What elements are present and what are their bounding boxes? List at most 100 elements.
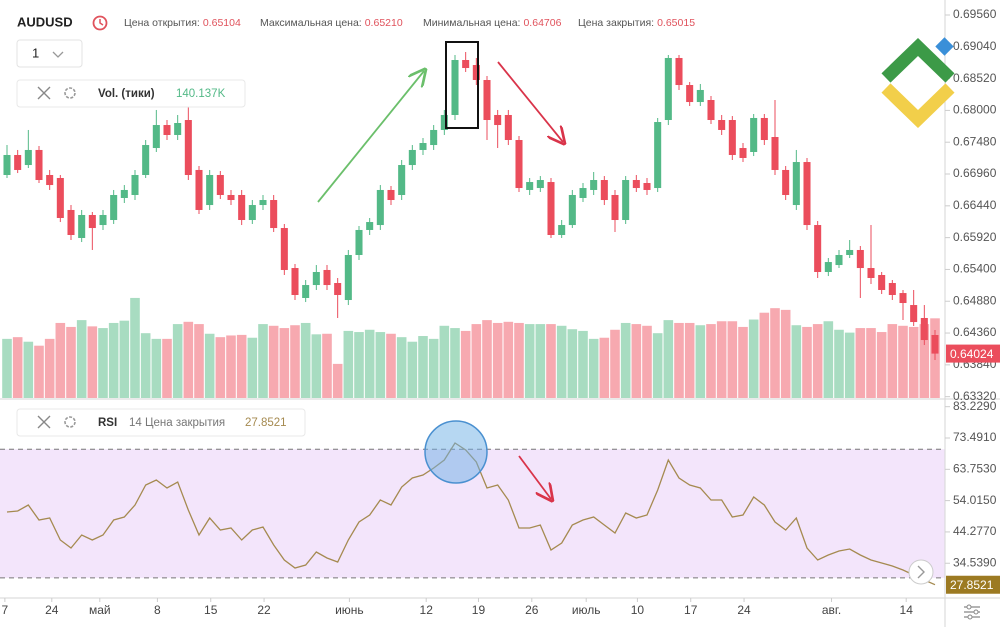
candle-body: [131, 174, 139, 195]
candle-body: [675, 57, 683, 86]
settings-icon[interactable]: [64, 87, 76, 99]
volume-bar: [396, 337, 407, 398]
candle-body: [312, 272, 320, 286]
candle-body: [611, 194, 619, 221]
close-icon[interactable]: [37, 86, 51, 100]
candle-body: [302, 285, 310, 298]
candle-body: [814, 225, 822, 273]
clock-icon: [92, 15, 108, 31]
volume-bar: [204, 333, 215, 398]
volume-bar: [524, 324, 535, 398]
volume-bar: [620, 322, 631, 398]
volume-bar: [194, 324, 204, 398]
candle-body: [920, 317, 928, 341]
volume-bar: [748, 319, 759, 398]
y-tick-label: 44.2770: [953, 524, 997, 538]
volume-bar: [663, 320, 674, 398]
volume-legend: Vol. (тики) 140.137K: [16, 79, 246, 108]
candle-body: [376, 189, 384, 226]
x-tick-label: июнь: [335, 603, 364, 617]
volume-bar: [802, 326, 812, 398]
y-tick-label: 54.0150: [953, 493, 997, 507]
volume-bar: [55, 322, 66, 398]
candle-body: [462, 60, 470, 69]
x-tick-label: 7: [2, 603, 9, 617]
y-tick-label: 0.68000: [953, 103, 997, 117]
volume-bar: [471, 324, 482, 398]
candle-body: [622, 180, 630, 221]
volume-bar: [66, 326, 76, 398]
rsi-legend: RSI 14 Цена закрытия 27.8521: [16, 408, 306, 437]
candle-body: [590, 180, 598, 190]
x-tick-label: май: [89, 603, 111, 617]
last-value-label: 27.8521: [950, 578, 994, 592]
candle-body: [366, 222, 374, 230]
candle-body: [99, 214, 107, 226]
legend-box: [16, 408, 306, 437]
volume-bar: [130, 297, 140, 398]
volume-bar: [386, 333, 396, 398]
volume-bar: [588, 338, 599, 398]
candle-body: [878, 274, 886, 290]
candle-body: [558, 225, 566, 235]
close-icon[interactable]: [37, 415, 51, 429]
candle-body: [760, 117, 768, 141]
volume-bar: [140, 333, 151, 398]
candle-body: [632, 180, 640, 189]
candle-body: [56, 177, 64, 218]
candle-body: [259, 200, 267, 206]
interval-select[interactable]: 1: [16, 39, 83, 68]
x-tick-label: 26: [525, 603, 539, 617]
y-tick-label: 0.65920: [953, 230, 997, 244]
candle-body: [750, 117, 758, 152]
volume-name: Vol. (тики): [98, 88, 155, 100]
candle-body: [600, 180, 608, 201]
last-price-box: [946, 344, 1000, 363]
candle-body: [88, 214, 96, 229]
volume-bar: [12, 337, 23, 398]
candle-body: [280, 228, 288, 270]
stat-label: Цена открытия:: [124, 17, 200, 29]
candle-body: [46, 174, 54, 186]
candle-body: [494, 114, 502, 126]
candle-body: [398, 165, 406, 195]
candle-body: [291, 268, 299, 295]
volume-bar: [460, 330, 471, 398]
candle-body: [910, 305, 918, 323]
candle-body: [24, 149, 32, 166]
volume-bar: [631, 324, 642, 398]
candle-body: [931, 335, 939, 354]
volume-bar: [876, 332, 887, 398]
candle-body: [323, 269, 331, 286]
volume-bar: [674, 322, 684, 398]
volume-bar: [610, 329, 620, 398]
volume-bar: [322, 333, 332, 398]
highlight-circle: [424, 420, 488, 484]
candle-body: [206, 174, 214, 206]
interval[interactable]: 1: [32, 45, 39, 60]
y-tick-label: 0.69040: [953, 39, 997, 53]
settings-button[interactable]: [964, 604, 980, 620]
volume-bar: [407, 341, 418, 398]
settings-icon[interactable]: [64, 416, 76, 428]
volume-bar: [332, 363, 343, 398]
interval-box[interactable]: [16, 39, 83, 68]
scroll-button[interactable]: [908, 559, 934, 585]
volume-bar: [226, 335, 236, 398]
candle-body: [579, 188, 587, 198]
rsi-subtitle: 14 Цена закрытия: [129, 417, 225, 429]
x-tick-label: авг.: [822, 603, 841, 617]
volume-bar: [844, 332, 855, 398]
volume-bar: [716, 321, 727, 398]
candle-body: [238, 194, 246, 221]
scroll-circle[interactable]: [908, 559, 934, 585]
volume-bar: [812, 324, 823, 398]
candle-body: [856, 249, 864, 269]
volume-bar: [418, 336, 428, 398]
volume-bar: [364, 329, 375, 398]
volume-bar: [98, 328, 108, 398]
volume-bar: [2, 338, 12, 398]
volume-bar: [919, 324, 930, 398]
